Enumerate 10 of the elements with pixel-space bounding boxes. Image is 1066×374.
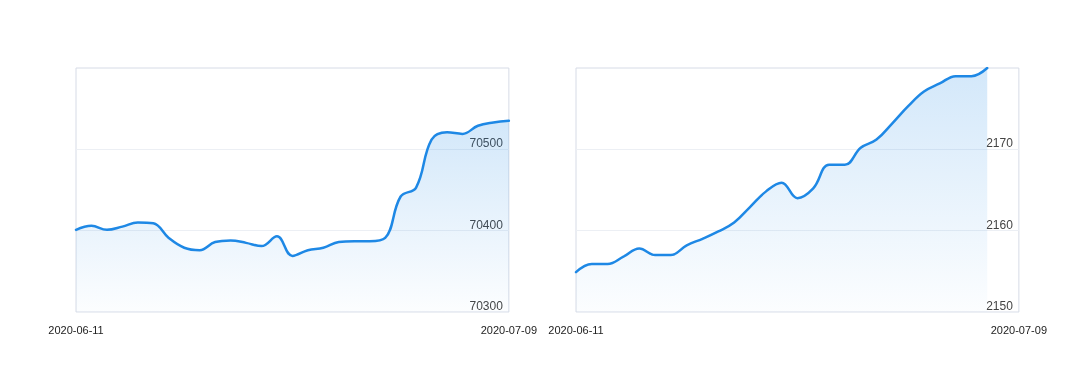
y-tick-label: 70400 [469,217,504,232]
x-tick-label: 2020-06-11 [48,323,104,336]
x-tick-label: 2020-06-11 [548,323,604,336]
x-tick-label: 2020-07-09 [480,323,538,336]
y-tick-label: 2160 [986,217,1014,232]
y-tick-label: 2150 [986,299,1014,313]
y-tick-label: 70300 [469,299,504,313]
y-tick-label: 2170 [986,136,1014,151]
y-tick-label: 70500 [469,136,504,151]
x-tick-label: 2020-07-09 [990,323,1048,336]
